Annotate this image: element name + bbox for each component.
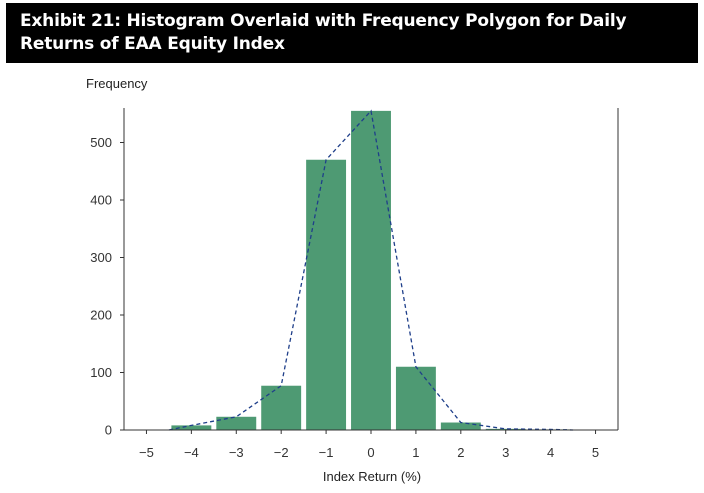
histogram-bar-4: [351, 110, 391, 430]
y-tick-label: 0: [105, 423, 112, 438]
histogram-bar-3: [306, 159, 347, 430]
x-tick-label: −5: [139, 445, 154, 460]
x-tick-label: 0: [367, 445, 374, 460]
bars-group: [171, 110, 571, 430]
histogram-bar-5: [395, 366, 436, 430]
y-tick-label: 400: [90, 193, 112, 208]
frequency-polygon-line: [168, 109, 574, 431]
x-tick-label: −4: [184, 445, 199, 460]
y-ticks-group: 0 100 200 300 400 500: [90, 135, 124, 438]
x-tick-label: 3: [502, 445, 509, 460]
histogram-bar-6: [440, 422, 481, 430]
histogram-bar-7: [485, 428, 526, 430]
x-ticks-group: −5 −4 −3 −2 −1 0 1 2 3 4 5: [139, 430, 599, 460]
histogram-bar-1: [216, 416, 257, 430]
histogram-bar-2: [261, 385, 302, 430]
x-tick-label: −1: [319, 445, 334, 460]
y-axis-label: Frequency: [86, 76, 148, 91]
y-tick-label: 500: [90, 135, 112, 150]
histogram-bar-0: [171, 425, 212, 430]
x-tick-label: −2: [274, 445, 289, 460]
frequency-polygon-group: [168, 109, 574, 431]
x-axis-label: Index Return (%): [322, 469, 422, 484]
x-tick-label: 1: [412, 445, 419, 460]
chart-title: Exhibit 21: Histogram Overlaid with Freq…: [6, 3, 698, 63]
x-tick-label: 4: [547, 445, 554, 460]
x-tick-label: −3: [229, 445, 244, 460]
x-tick-label: 2: [457, 445, 464, 460]
x-tick-label: 5: [592, 445, 599, 460]
y-tick-label: 100: [90, 365, 112, 380]
y-tick-label: 200: [90, 308, 112, 323]
y-tick-label: 300: [90, 250, 112, 265]
